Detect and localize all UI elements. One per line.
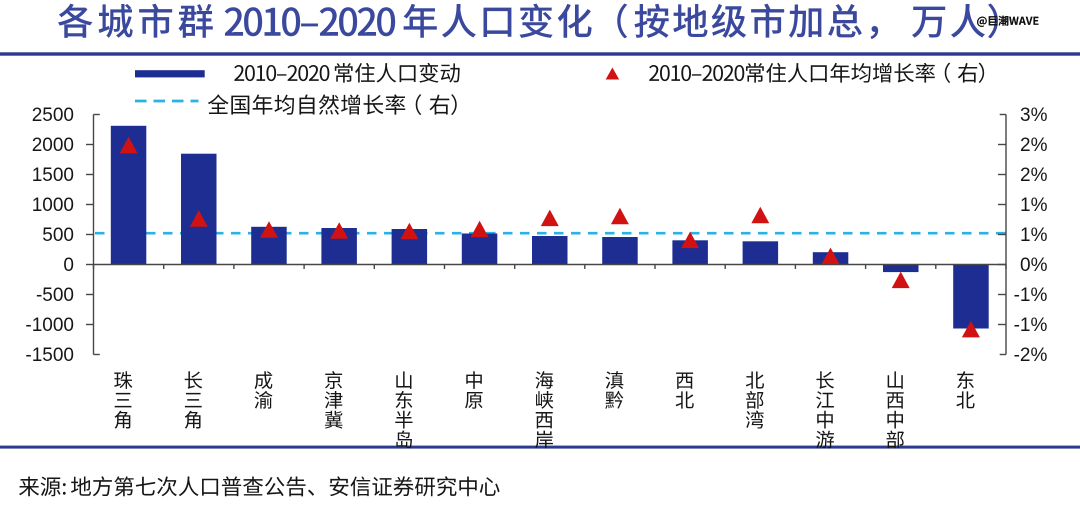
svg-text:500: 500 bbox=[42, 225, 74, 246]
svg-text:-1000: -1000 bbox=[25, 315, 74, 336]
svg-text:0%: 0% bbox=[1020, 255, 1048, 276]
svg-text:1%: 1% bbox=[1020, 225, 1048, 246]
svg-text:-1%: -1% bbox=[1014, 315, 1048, 336]
svg-text:2000: 2000 bbox=[32, 135, 74, 156]
svg-text:1500: 1500 bbox=[32, 165, 74, 186]
svg-text:3%: 3% bbox=[1020, 105, 1048, 126]
svg-text:2%: 2% bbox=[1020, 165, 1048, 186]
svg-text:-2%: -2% bbox=[1014, 345, 1048, 366]
svg-text:-500: -500 bbox=[36, 285, 74, 306]
svg-text:1000: 1000 bbox=[32, 195, 74, 216]
svg-text:1%: 1% bbox=[1020, 195, 1048, 216]
svg-text:-1500: -1500 bbox=[25, 345, 74, 366]
svg-text:2500: 2500 bbox=[32, 105, 74, 126]
svg-text:-1%: -1% bbox=[1014, 285, 1048, 306]
svg-text:0: 0 bbox=[63, 255, 74, 276]
svg-text:2%: 2% bbox=[1020, 135, 1048, 156]
